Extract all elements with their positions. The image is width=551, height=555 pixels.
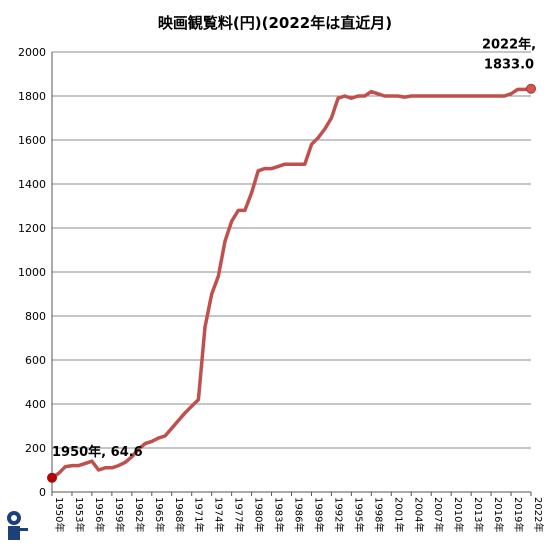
x-tick-label: 2019年: [512, 497, 525, 532]
x-tick-label: 2022年: [532, 497, 545, 532]
x-tick-label: 1968年: [173, 497, 186, 532]
first-data-point: [47, 472, 57, 483]
data-labels: 1950年, 64.6 2022年, 1833.0: [52, 37, 536, 460]
y-tick-label: 1200: [18, 222, 46, 235]
last-data-point: [526, 83, 536, 94]
last-point-label-line1: 2022年,: [482, 37, 536, 53]
series-layer: [47, 83, 536, 483]
x-tick-label: 2016年: [492, 497, 505, 532]
x-tick-label: 1950年: [53, 497, 66, 532]
x-tick-label: 1992年: [332, 497, 345, 532]
x-tick-label: 1953年: [73, 497, 86, 532]
x-tick-label: 1959年: [113, 497, 126, 532]
x-tick-label: 2001年: [392, 497, 405, 532]
x-tick-label: 1989年: [312, 497, 325, 532]
x-tick-label: 2007年: [432, 497, 445, 532]
x-axis-ticks: 1950年 1953年 1956年 1959年 1962年 1965年 1968年 1971年…: [51, 492, 545, 532]
y-tick-label: 1000: [18, 266, 46, 279]
y-tick-label: 1600: [18, 134, 46, 147]
grid-lines: [52, 51, 531, 449]
x-tick-label: 1998年: [372, 497, 385, 532]
chart-title: 映画観覧料(円)(2022年は直近月): [158, 14, 392, 32]
x-tick-label: 1956年: [93, 497, 106, 532]
mascot-icon: [7, 511, 28, 540]
y-tick-label: 800: [25, 310, 46, 323]
y-tick-label: 0: [39, 486, 46, 499]
x-tick-label: 1965年: [153, 497, 166, 532]
x-tick-label: 2004年: [412, 497, 425, 532]
x-tick-label: 1980年: [253, 497, 266, 532]
x-tick-label: 1977年: [233, 497, 246, 532]
x-tick-label: 2010年: [452, 497, 465, 532]
y-tick-label: 200: [25, 442, 46, 455]
x-tick-label: 1986年: [293, 497, 306, 532]
x-tick-label: 1983年: [273, 497, 286, 532]
x-tick-label: 1974年: [213, 497, 226, 532]
y-tick-label: 2000: [18, 46, 46, 59]
x-tick-label: 1995年: [352, 497, 365, 532]
x-tick-label: 1962年: [133, 497, 146, 532]
last-point-label-line2: 1833.0: [484, 58, 534, 73]
series-line: [50, 86, 533, 480]
x-tick-label: 2013年: [472, 497, 485, 532]
x-tick-label: 1971年: [193, 497, 206, 532]
y-tick-label: 600: [25, 354, 46, 367]
first-point-label: 1950年, 64.6: [52, 444, 143, 460]
y-tick-label: 400: [25, 398, 46, 411]
y-tick-label: 1800: [18, 90, 46, 103]
y-tick-label: 1400: [18, 178, 46, 191]
y-axis-ticks: 0 200 400 600 800 1000 1200 1400 1600 1800 2000: [18, 46, 46, 499]
